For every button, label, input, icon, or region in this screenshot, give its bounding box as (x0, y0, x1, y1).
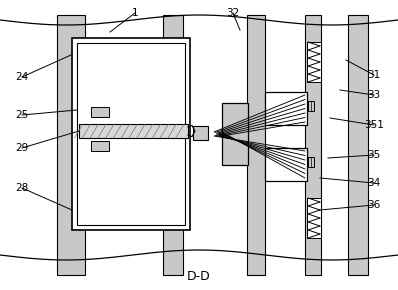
Bar (91, 107, 109, 117)
Bar (222, 103, 248, 165)
Bar (308, 101, 314, 111)
Bar (91, 141, 109, 151)
Bar (193, 126, 208, 140)
Bar (265, 92, 307, 125)
Bar (77, 43, 185, 225)
Bar (72, 38, 190, 230)
Bar (265, 148, 307, 181)
Text: 33: 33 (367, 90, 380, 100)
Text: 34: 34 (367, 178, 380, 188)
Bar (79, 124, 188, 138)
Text: 36: 36 (367, 200, 380, 210)
Bar (348, 15, 368, 275)
Text: 351: 351 (364, 120, 384, 130)
Bar (247, 15, 265, 275)
Text: 32: 32 (226, 8, 240, 18)
Bar (57, 15, 85, 275)
Text: 28: 28 (16, 183, 29, 193)
Text: 35: 35 (367, 150, 380, 160)
Bar (163, 15, 183, 275)
Bar (305, 15, 321, 275)
Text: D-D: D-D (187, 269, 211, 282)
Text: 29: 29 (16, 143, 29, 153)
Bar (307, 42, 321, 82)
Text: 24: 24 (16, 72, 29, 82)
Text: 31: 31 (367, 70, 380, 80)
Bar (307, 198, 321, 238)
Bar (308, 157, 314, 167)
Text: 25: 25 (16, 110, 29, 120)
Text: 1: 1 (132, 8, 139, 18)
